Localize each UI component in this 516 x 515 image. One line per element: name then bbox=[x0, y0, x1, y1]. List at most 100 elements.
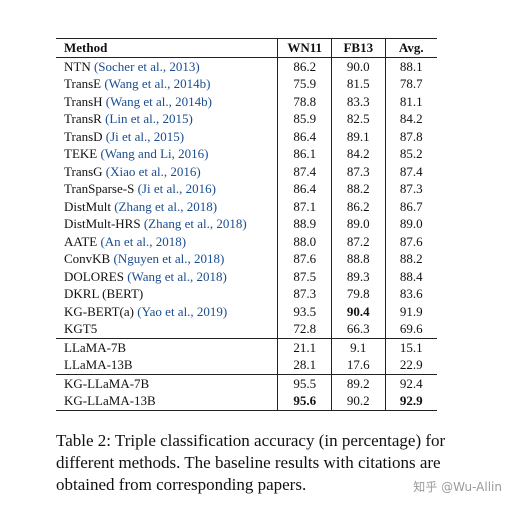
citation-link[interactable]: (Wang et al., 2014b) bbox=[105, 93, 212, 109]
fb13-cell: 90.0 bbox=[331, 57, 386, 75]
citation-link[interactable]: (Wang et al., 2018) bbox=[127, 268, 227, 284]
table-row: DKRL (BERT) 87.3 79.8 83.6 bbox=[56, 285, 437, 303]
method-name: LLaMA-13B bbox=[64, 357, 133, 372]
wn11-cell: 75.9 bbox=[277, 75, 332, 93]
method-cell: LLaMA-7B bbox=[56, 338, 279, 356]
citation-link[interactable]: (Socher et al., 2013) bbox=[93, 58, 200, 74]
method-name: TransR bbox=[64, 111, 102, 126]
avg-cell: 88.4 bbox=[399, 268, 423, 284]
table-row: DOLORES (Wang et al., 2018) 87.5 89.3 88.4 bbox=[56, 267, 437, 285]
avg-cell: 92.4 bbox=[399, 375, 423, 391]
citation-link[interactable]: (Lin et al., 2015) bbox=[105, 111, 193, 126]
fb13-cell: 87.2 bbox=[331, 232, 386, 250]
wn11-cell: 87.3 bbox=[277, 285, 332, 303]
fb13-cell: 88.2 bbox=[331, 180, 386, 198]
avg-cell: 15.1 bbox=[399, 339, 423, 355]
citation-link[interactable]: (Yao et al., 2019) bbox=[137, 303, 228, 319]
wn11-cell: 86.4 bbox=[277, 180, 332, 198]
method-cell: DistMult (Zhang et al., 2018) bbox=[56, 197, 279, 215]
fb13-cell: 90.2 bbox=[331, 392, 386, 410]
wn11-cell: 85.9 bbox=[277, 110, 332, 128]
table-row: DistMult (Zhang et al., 2018) 87.1 86.2 86.… bbox=[56, 197, 437, 215]
method-cell: KG-LLaMA-13B bbox=[56, 392, 279, 410]
citation-link[interactable]: (Nguyen et al., 2018) bbox=[113, 251, 225, 266]
wn11-cell: 21.1 bbox=[277, 338, 332, 356]
table-body: NTN (Socher et al., 2013) 86.2 90.0 88.1 Tra… bbox=[56, 57, 437, 410]
citation-link[interactable]: (Xiao et al., 2016) bbox=[105, 163, 201, 179]
method-cell: TransE (Wang et al., 2014b) bbox=[56, 75, 279, 93]
table-row: TranSparse-S (Ji et al., 2016) 86.4 88.2 87… bbox=[56, 180, 437, 198]
method-cell: NTN (Socher et al., 2013) bbox=[56, 57, 279, 75]
method-name: TransD bbox=[64, 128, 103, 144]
citation-link[interactable]: (Zhang et al., 2018) bbox=[143, 216, 247, 231]
table-row: LLaMA-7B 21.1 9.1 15.1 bbox=[56, 338, 437, 356]
method-name: DOLORES bbox=[64, 268, 124, 284]
method-cell: KG-LLaMA-7B bbox=[56, 374, 279, 392]
wn11-cell: 88.9 bbox=[277, 215, 332, 233]
method-cell: TEKE (Wang and Li, 2016) bbox=[56, 145, 279, 163]
watermark: 知乎 @Wu-Allin bbox=[413, 480, 502, 494]
method-name: DistMult bbox=[64, 198, 111, 214]
avg-cell: 22.9 bbox=[399, 357, 423, 372]
citation-link[interactable]: (Ji et al., 2016) bbox=[137, 181, 216, 196]
wn11-cell: 86.4 bbox=[277, 127, 332, 145]
table-header-row: Method WN11 FB13 Avg. bbox=[56, 38, 437, 57]
avg-cell: 69.6 bbox=[399, 321, 423, 336]
table-row: KGT5 72.8 66.3 69.6 bbox=[56, 320, 437, 338]
citation-link[interactable]: (Wang et al., 2014b) bbox=[104, 76, 211, 91]
fb13-cell: 90.4 bbox=[331, 302, 386, 320]
method-cell: DOLORES (Wang et al., 2018) bbox=[56, 267, 279, 285]
citation-link[interactable]: (Ji et al., 2015) bbox=[105, 128, 185, 144]
citation-link[interactable]: (Zhang et al., 2018) bbox=[114, 198, 218, 214]
wn11-cell: 78.8 bbox=[277, 92, 332, 110]
avg-cell: 89.0 bbox=[399, 216, 423, 231]
fb13-cell: 89.0 bbox=[331, 215, 386, 233]
wn11-cell: 87.4 bbox=[277, 162, 332, 180]
method-cell: TranSparse-S (Ji et al., 2016) bbox=[56, 180, 279, 198]
method-name: LLaMA-7B bbox=[64, 339, 127, 355]
table-row: TransE (Wang et al., 2014b) 75.9 81.5 78.7 bbox=[56, 75, 437, 93]
table-caption: Table 2: Triple classification accuracy … bbox=[56, 431, 446, 494]
fb13-cell: 82.5 bbox=[331, 110, 386, 128]
fb13-cell: 86.2 bbox=[331, 197, 386, 215]
method-cell: DKRL (BERT) bbox=[56, 285, 279, 303]
method-name: ConvKB bbox=[64, 251, 111, 266]
method-name: NTN bbox=[64, 58, 91, 74]
method-name: KG-LLaMA-13B bbox=[64, 393, 156, 408]
method-cell: KGT5 bbox=[56, 320, 279, 338]
fb13-cell: 17.6 bbox=[331, 356, 386, 374]
wn11-cell: 87.6 bbox=[277, 250, 332, 268]
method-cell: ConvKB (Nguyen et al., 2018) bbox=[56, 250, 279, 268]
fb13-cell: 87.3 bbox=[331, 162, 386, 180]
method-name: KG-BERT(a) bbox=[64, 303, 134, 319]
method-name: DKRL (BERT) bbox=[64, 286, 144, 301]
header-fb13: FB13 bbox=[331, 38, 386, 57]
avg-cell: 87.3 bbox=[399, 181, 423, 196]
fb13-cell: 79.8 bbox=[331, 285, 386, 303]
wn11-cell: 87.5 bbox=[277, 267, 332, 285]
method-cell: TransR (Lin et al., 2015) bbox=[56, 110, 279, 128]
fb13-cell: 66.3 bbox=[331, 320, 386, 338]
citation-link[interactable]: (Wang and Li, 2016) bbox=[100, 146, 209, 161]
avg-cell: 88.1 bbox=[399, 58, 423, 74]
method-cell: AATE (An et al., 2018) bbox=[56, 232, 279, 250]
table-row: DistMult-HRS (Zhang et al., 2018) 88.9 89.… bbox=[56, 215, 437, 233]
table-row: TEKE (Wang and Li, 2016) 86.1 84.2 85.2 bbox=[56, 145, 437, 163]
table-row: TransR (Lin et al., 2015) 85.9 82.5 84.2 bbox=[56, 110, 437, 128]
fb13-cell: 89.3 bbox=[331, 267, 386, 285]
method-cell: TransD (Ji et al., 2015) bbox=[56, 127, 279, 145]
method-name: KG-LLaMA-7B bbox=[64, 375, 150, 391]
avg-cell: 84.2 bbox=[399, 111, 423, 126]
wn11-cell: 95.5 bbox=[277, 374, 332, 392]
avg-cell: 88.2 bbox=[399, 251, 423, 266]
wn11-cell: 93.5 bbox=[277, 302, 332, 320]
table-row: TransH (Wang et al., 2014b) 78.8 83.3 81.1 bbox=[56, 92, 437, 110]
method-name: TransE bbox=[64, 76, 102, 91]
fb13-cell: 83.3 bbox=[331, 92, 386, 110]
method-cell: LLaMA-13B bbox=[56, 356, 279, 374]
wn11-cell: 95.6 bbox=[277, 392, 332, 410]
fb13-cell: 81.5 bbox=[331, 75, 386, 93]
citation-link[interactable]: (An et al., 2018) bbox=[100, 233, 187, 249]
table-row: AATE (An et al., 2018) 88.0 87.2 87.6 bbox=[56, 232, 437, 250]
avg-cell: 87.8 bbox=[399, 128, 423, 144]
